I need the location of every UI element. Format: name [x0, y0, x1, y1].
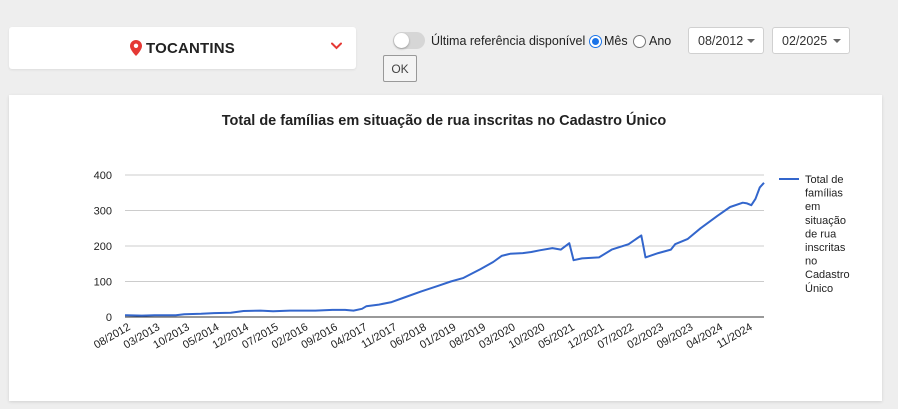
- ok-button[interactable]: OK: [383, 55, 417, 82]
- y-tick-label: 300: [94, 206, 112, 218]
- toggle-knob: [394, 33, 409, 48]
- chart-card: Total de famílias em situação de rua ins…: [9, 95, 882, 401]
- map-pin-icon: [129, 40, 142, 56]
- y-tick-label: 400: [94, 170, 112, 182]
- y-tick-label: 0: [106, 312, 112, 324]
- radio-month-label: Mês: [604, 34, 628, 48]
- chart-title: Total de famílias em situação de rua ins…: [222, 111, 667, 129]
- state-name: TOCANTINS: [145, 39, 236, 57]
- line-chart: Total de famílias em situação de rua ins…: [92, 111, 850, 351]
- radio-year[interactable]: [633, 35, 646, 48]
- latest-reference-label: Última referência disponível: [431, 34, 586, 48]
- radio-month[interactable]: [589, 35, 602, 48]
- caret-down-icon: [833, 39, 841, 43]
- y-tick-label: 200: [94, 241, 112, 253]
- y-tick-label: 100: [94, 277, 112, 289]
- start-date-value: 08/2012: [698, 33, 744, 48]
- caret-down-icon: [747, 39, 755, 43]
- series-line: [124, 182, 765, 317]
- radio-year-label: Ano: [649, 34, 672, 48]
- end-date-value: 02/2025: [782, 33, 828, 48]
- start-date-select[interactable]: 08/2012: [688, 27, 764, 54]
- chevron-down-icon: [331, 42, 342, 50]
- state-select[interactable]: TOCANTINS: [9, 27, 356, 69]
- legend-label: Total de famílias em situação de rua inscrita…: [805, 174, 850, 295]
- latest-reference-toggle[interactable]: [393, 32, 425, 49]
- end-date-select[interactable]: 02/2025: [772, 27, 850, 54]
